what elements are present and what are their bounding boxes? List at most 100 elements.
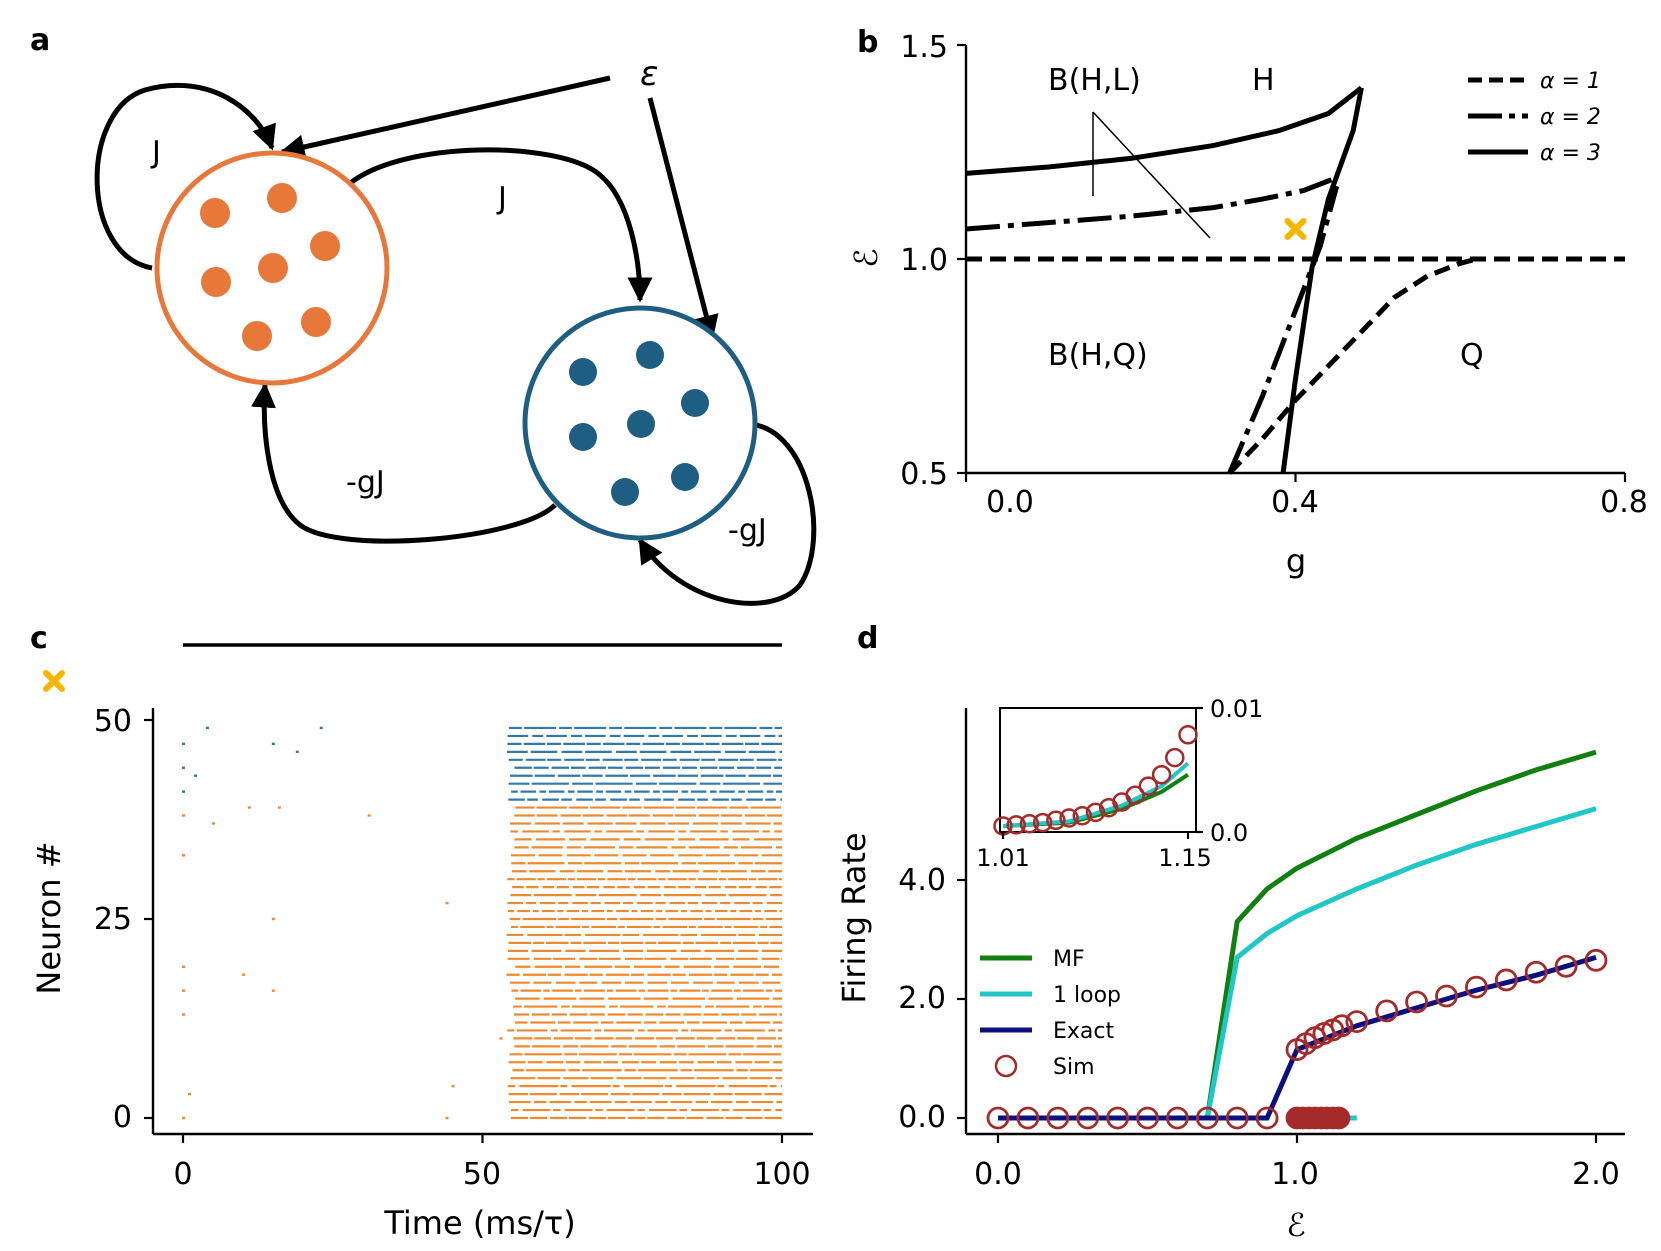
curve-1-loop [998, 806, 1597, 1121]
legend-marker-sim [994, 1054, 1018, 1078]
spike [182, 766, 185, 769]
spike [445, 1116, 449, 1120]
boundary-line-2 [965, 175, 1338, 232]
y-tick-label: 0 [113, 1100, 132, 1135]
inset-sim-point [1125, 785, 1145, 805]
inhibitory-neuron [569, 423, 597, 451]
spike [277, 806, 281, 809]
spike [205, 726, 209, 730]
spike [182, 965, 185, 968]
x-axis-label: ℰ [1286, 1206, 1305, 1244]
spike [182, 742, 185, 746]
spike [445, 901, 449, 905]
boundary-line-1 [1227, 256, 1478, 475]
inset-sim-point [1085, 802, 1106, 823]
legend-label-exact: Exact [1053, 1019, 1114, 1044]
self-inhibition-arrow [637, 421, 817, 606]
epsilon-to-inhibitory-arrow [647, 97, 719, 341]
inset-sim-point [1138, 776, 1159, 796]
inset-sim-point [1059, 808, 1079, 828]
spike [319, 726, 323, 730]
sim-point [1076, 1106, 1100, 1130]
sim-point [1166, 1106, 1189, 1130]
inset-sim-point [1178, 725, 1198, 745]
inset-plot: 1.01 1.15 0.0 0.01 [976, 695, 1263, 872]
panel-label-b: b [857, 25, 878, 60]
y-tick-label: 2.0 [898, 981, 946, 1016]
spike [187, 1092, 191, 1096]
sim-point [1554, 954, 1578, 978]
phase-boundaries [965, 85, 1625, 475]
y-axis-label: ℰ [847, 248, 885, 267]
y-tick-label: 1.0 [900, 243, 948, 278]
spike [271, 917, 275, 921]
sim-point [1345, 1010, 1369, 1034]
y-tick-label: 50 [94, 704, 132, 739]
sim-point [1330, 1014, 1354, 1038]
x-tick-label: 50 [463, 1157, 501, 1192]
x-tick-label: 1.0 [1271, 1157, 1319, 1192]
sim-point [1584, 948, 1608, 972]
excitatory-neuron [242, 321, 272, 351]
sim-point [1136, 1106, 1159, 1130]
excitatory-to-inhibitory-arrow [346, 147, 653, 303]
x-tick-label: 0.8 [1600, 485, 1648, 520]
epsilon-label: ε [640, 54, 658, 94]
raster-plot: 0 50 100 0 25 50 Time (ms/τ) Neuron # [30, 643, 813, 1242]
inset-x-tick-label: 1.15 [1158, 844, 1211, 872]
boundary-line-3 [1227, 185, 1340, 474]
inset-x-tick-label: 1.01 [976, 844, 1029, 872]
sim-point [1327, 1106, 1351, 1130]
self-inhibition-label: -gJ [728, 513, 767, 548]
sim-point [1405, 990, 1428, 1014]
spike [182, 1013, 185, 1016]
phase-diagram: B(H,L) H B(H,Q) Q 0.0 0.4 0.8 0.5 1.0 1.… [847, 30, 1648, 580]
sim-point [1465, 975, 1488, 999]
legend-label-sim: Sim [1053, 1055, 1095, 1080]
annotation-pointer [1092, 111, 1211, 239]
orange-x-marker [43, 670, 65, 692]
spike [271, 989, 275, 992]
inhibitory-neuron [636, 341, 664, 369]
sim-point [1524, 960, 1548, 984]
spike [499, 1037, 503, 1040]
inhibitory-to-excitatory-arrow [251, 382, 557, 544]
legend-label-alpha2: α = 2 [1540, 105, 1601, 130]
legend-label-alpha1: α = 1 [1540, 69, 1601, 94]
inhibitory-neuron [611, 478, 639, 506]
spike-raster [182, 726, 782, 1120]
sim-point [1225, 1106, 1249, 1130]
region-label-bhl: B(H,L) [1048, 63, 1141, 98]
excitatory-to-inhibitory-label: J [496, 181, 507, 216]
excitatory-neuron [200, 198, 230, 228]
sim-point [986, 1106, 1010, 1130]
spike [182, 854, 185, 857]
marker-x [1284, 218, 1307, 241]
inhibitory-neuron [681, 389, 709, 417]
x-tick-label: 2.0 [1572, 1157, 1620, 1192]
inhibitory-neuron [671, 463, 699, 491]
orange-x-marker [1284, 218, 1307, 241]
excitatory-neuron [267, 183, 297, 213]
x-tick-label: 100 [753, 1157, 810, 1192]
curve-mf [998, 749, 1597, 1121]
sim-point [1046, 1106, 1070, 1130]
x-tick-label: 0.4 [1271, 485, 1319, 520]
boundary-line-4 [965, 85, 1363, 176]
inset-sim-point [1072, 805, 1093, 826]
legend: α = 1 α = 2 α = 3 [1468, 69, 1601, 166]
boundary-line-5 [1280, 87, 1364, 474]
y-axis-label: Neuron # [30, 841, 68, 994]
y-tick-label: 0.5 [900, 457, 948, 492]
marker-x [43, 670, 65, 692]
region-label-q: Q [1460, 338, 1484, 373]
inhibitory-neuron [569, 358, 597, 386]
excitatory-neuron [258, 253, 288, 283]
firing-rate-plot: 0.0 1.0 2.0 0.0 2.0 4.0 ℰ Firing Rate MF… [835, 695, 1625, 1244]
y-tick-label: 1.5 [900, 30, 948, 65]
spike [193, 774, 197, 777]
spike [367, 814, 371, 817]
sim-point [1195, 1106, 1219, 1130]
panel-label-c: c [30, 621, 48, 656]
epsilon-to-excitatory-arrow [279, 75, 611, 160]
